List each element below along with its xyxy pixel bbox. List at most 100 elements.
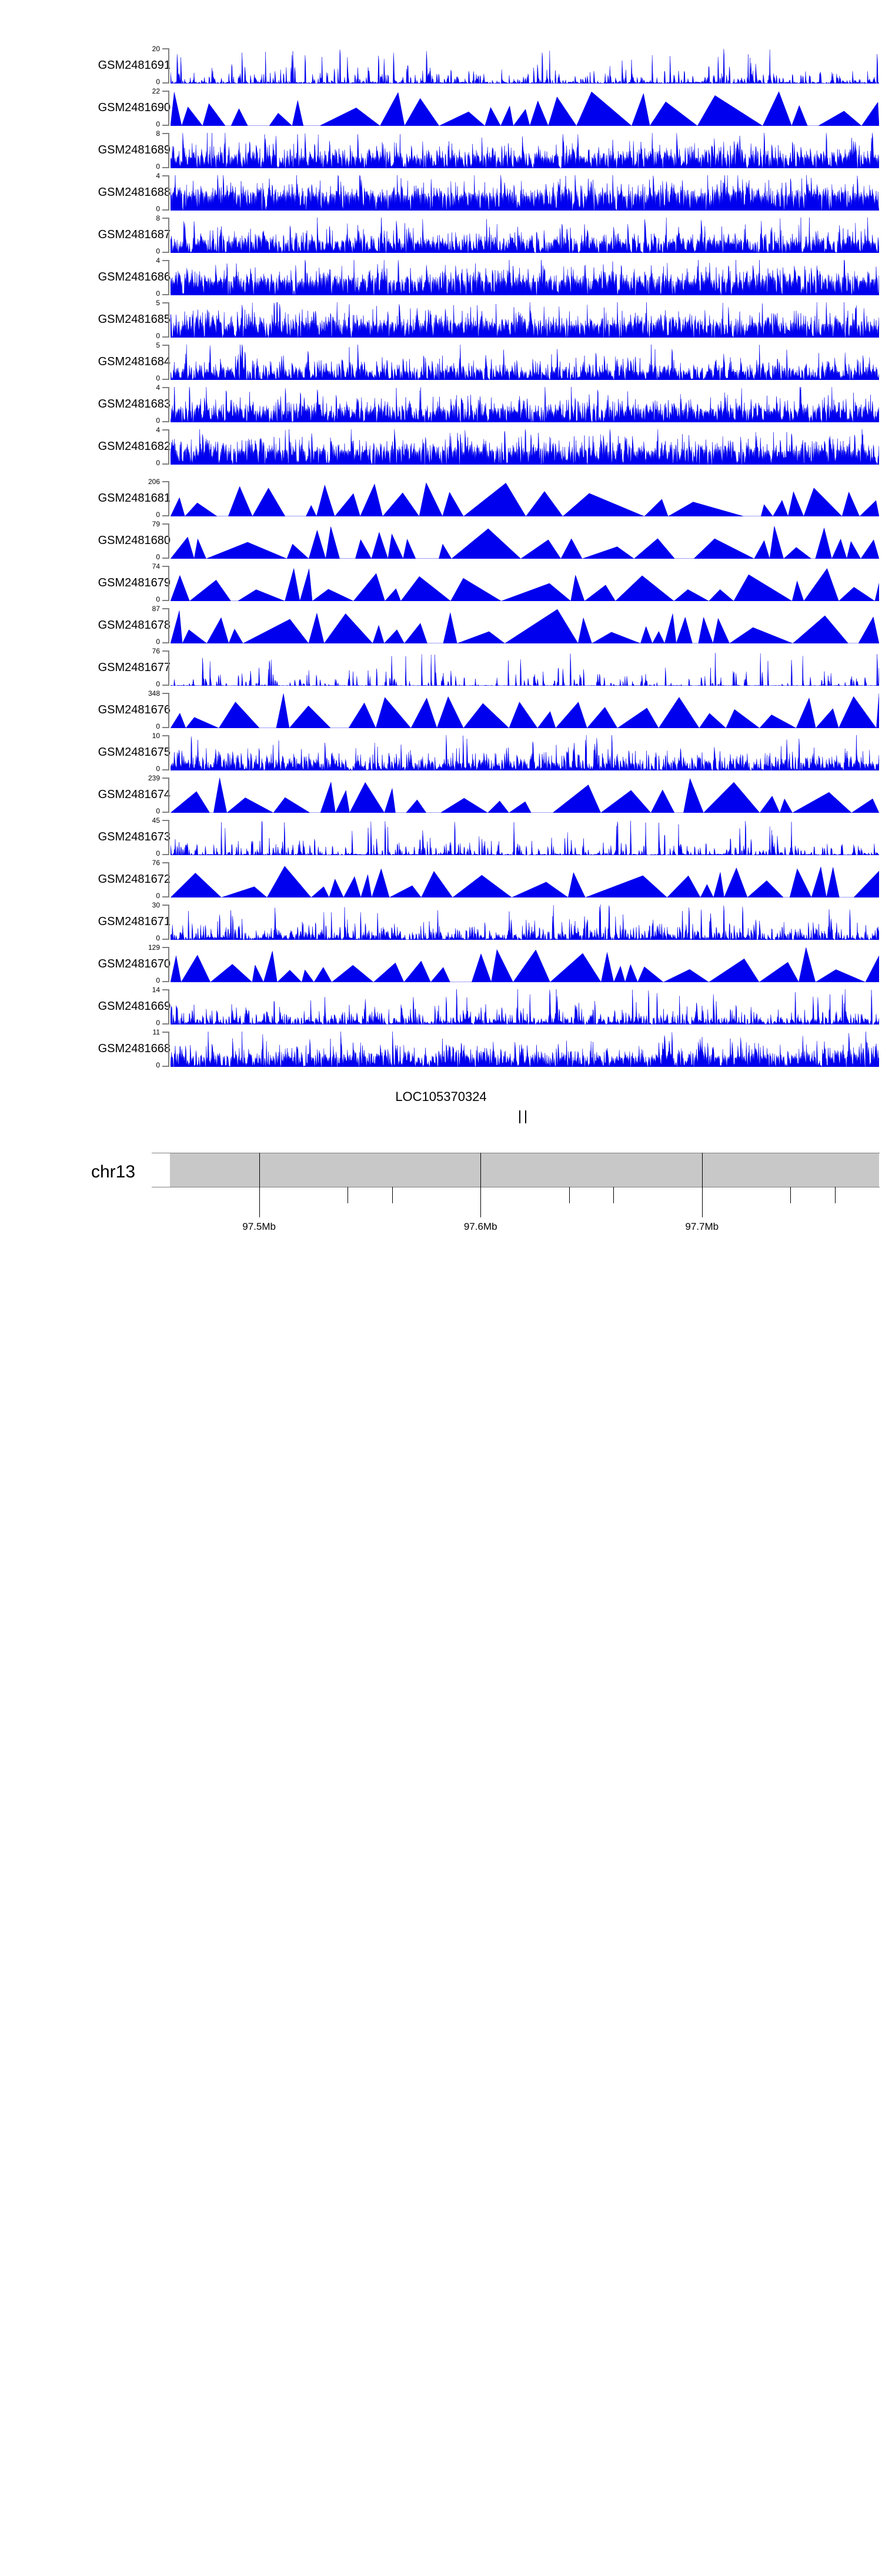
y-axis-min-label: 0 bbox=[156, 247, 160, 255]
coverage-plot-area[interactable] bbox=[171, 947, 879, 982]
y-axis-tick-zero bbox=[162, 642, 168, 643]
y-axis-max-label: 8 bbox=[156, 214, 160, 222]
y-axis-max-label: 45 bbox=[152, 816, 160, 825]
y-axis-min-label: 0 bbox=[156, 78, 160, 86]
coverage-track: GSM2481680 79 0 bbox=[0, 520, 882, 560]
y-axis-tick-zero bbox=[162, 981, 168, 982]
coverage-plot-area[interactable] bbox=[171, 48, 879, 84]
y-axis-min-label: 0 bbox=[156, 934, 160, 942]
y-axis-max-label: 206 bbox=[148, 478, 160, 486]
y-axis-tick-zero bbox=[162, 209, 168, 211]
y-axis-min-label: 0 bbox=[156, 722, 160, 730]
y-axis-line bbox=[168, 175, 169, 211]
coverage-track: GSM2481682 4 0 bbox=[0, 426, 882, 466]
coverage-plot-area[interactable] bbox=[171, 345, 879, 380]
coverage-plot-area[interactable] bbox=[171, 260, 879, 295]
y-axis-tick-max bbox=[162, 175, 168, 176]
track-label-gsm2481689: GSM2481689 bbox=[98, 144, 171, 156]
coverage-track: GSM2481672 76 0 bbox=[0, 859, 882, 899]
coverage-plot-area[interactable] bbox=[171, 989, 879, 1025]
y-axis-line bbox=[168, 693, 169, 728]
y-axis-min-label: 0 bbox=[156, 416, 160, 425]
coverage-plot-area[interactable] bbox=[171, 387, 879, 422]
y-axis-min-label: 0 bbox=[156, 807, 160, 815]
gene-feature-glyphs[interactable] bbox=[171, 1110, 879, 1123]
coverage-plot-area[interactable] bbox=[171, 218, 879, 253]
y-axis-min-label: 0 bbox=[156, 765, 160, 773]
y-axis-min-label: 0 bbox=[156, 162, 160, 171]
y-axis-tick-zero bbox=[162, 600, 168, 601]
y-axis-line bbox=[168, 91, 169, 126]
y-axis-min-label: 0 bbox=[156, 595, 160, 603]
coverage-plot-area[interactable] bbox=[171, 778, 879, 813]
ruler-tick-label: 97.7Mb bbox=[685, 1221, 719, 1232]
y-axis-line bbox=[168, 947, 169, 982]
coverage-plot-area[interactable] bbox=[171, 820, 879, 855]
y-axis-tick-zero bbox=[162, 939, 168, 940]
y-axis-tick-max bbox=[162, 133, 168, 134]
y-axis-tick-max bbox=[162, 989, 168, 990]
y-axis-tick-max bbox=[162, 693, 168, 694]
coverage-plot-area[interactable] bbox=[171, 523, 879, 559]
coverage-plot-area[interactable] bbox=[171, 133, 879, 168]
y-axis-min-label: 0 bbox=[156, 849, 160, 857]
y-axis-min-label: 0 bbox=[156, 374, 160, 382]
y-axis-max-label: 11 bbox=[152, 1028, 160, 1036]
ideogram-bar[interactable] bbox=[170, 1153, 879, 1187]
y-axis-max-label: 30 bbox=[152, 901, 160, 909]
coverage-track: GSM2481685 5 0 bbox=[0, 299, 882, 339]
y-axis-tick-max bbox=[162, 905, 168, 906]
y-axis-tick-max bbox=[162, 260, 168, 261]
coverage-plot-area[interactable] bbox=[171, 429, 879, 465]
coverage-plot-area[interactable] bbox=[171, 693, 879, 728]
track-label-gsm2481687: GSM2481687 bbox=[98, 228, 171, 241]
track-label-gsm2481670: GSM2481670 bbox=[98, 957, 171, 970]
track-label-gsm2481673: GSM2481673 bbox=[98, 830, 171, 843]
y-axis-min-label: 0 bbox=[156, 976, 160, 985]
track-y-axis: 239 0 bbox=[0, 775, 882, 815]
coverage-track: GSM2481668 11 0 bbox=[0, 1028, 882, 1069]
y-axis-tick-zero bbox=[162, 421, 168, 422]
coverage-plot-area[interactable] bbox=[171, 91, 879, 126]
coverage-plot-area[interactable] bbox=[171, 862, 879, 897]
y-axis-tick-max bbox=[162, 778, 168, 779]
track-label-gsm2481675: GSM2481675 bbox=[98, 746, 171, 759]
y-axis-min-label: 0 bbox=[156, 289, 160, 298]
y-axis-line bbox=[168, 650, 169, 686]
coverage-plot-area[interactable] bbox=[171, 566, 879, 601]
coverage-track: GSM2481688 4 0 bbox=[0, 172, 882, 213]
y-axis-tick-zero bbox=[162, 252, 168, 253]
coverage-plot-area[interactable] bbox=[171, 650, 879, 686]
track-y-axis: 30 0 bbox=[0, 901, 882, 942]
y-axis-tick-zero bbox=[162, 769, 168, 770]
coverage-plot-area[interactable] bbox=[171, 302, 879, 338]
ruler-tick-label: 97.6Mb bbox=[463, 1221, 497, 1232]
y-axis-tick-zero bbox=[162, 515, 168, 516]
y-axis-tick-zero bbox=[162, 167, 168, 168]
track-y-axis: 20 0 bbox=[0, 45, 882, 86]
track-label-gsm2481684: GSM2481684 bbox=[98, 355, 171, 368]
coverage-plot-area[interactable] bbox=[171, 735, 879, 770]
track-label-gsm2481685: GSM2481685 bbox=[98, 313, 171, 326]
y-axis-max-label: 8 bbox=[156, 129, 160, 138]
coverage-plot-area[interactable] bbox=[171, 175, 879, 211]
gene-exon[interactable] bbox=[524, 1110, 526, 1123]
coverage-plot-area[interactable] bbox=[171, 608, 879, 643]
coverage-track: GSM2481686 4 0 bbox=[0, 257, 882, 298]
gene-exon[interactable] bbox=[519, 1110, 520, 1123]
y-axis-line bbox=[168, 862, 169, 897]
y-axis-line bbox=[168, 820, 169, 855]
coverage-plot-area[interactable] bbox=[171, 905, 879, 940]
y-axis-min-label: 0 bbox=[156, 205, 160, 213]
track-y-axis: 45 0 bbox=[0, 816, 882, 857]
track-y-axis: 87 0 bbox=[0, 605, 882, 645]
y-axis-tick-zero bbox=[162, 558, 168, 559]
y-axis-max-label: 76 bbox=[152, 647, 160, 655]
coverage-plot-area[interactable] bbox=[171, 481, 879, 516]
coverage-plot-area[interactable] bbox=[171, 1032, 879, 1067]
y-axis-line bbox=[168, 523, 169, 559]
track-label-gsm2481686: GSM2481686 bbox=[98, 271, 171, 283]
y-axis-max-label: 5 bbox=[156, 299, 160, 307]
y-axis-line bbox=[168, 778, 169, 813]
y-axis-min-label: 0 bbox=[156, 1019, 160, 1027]
